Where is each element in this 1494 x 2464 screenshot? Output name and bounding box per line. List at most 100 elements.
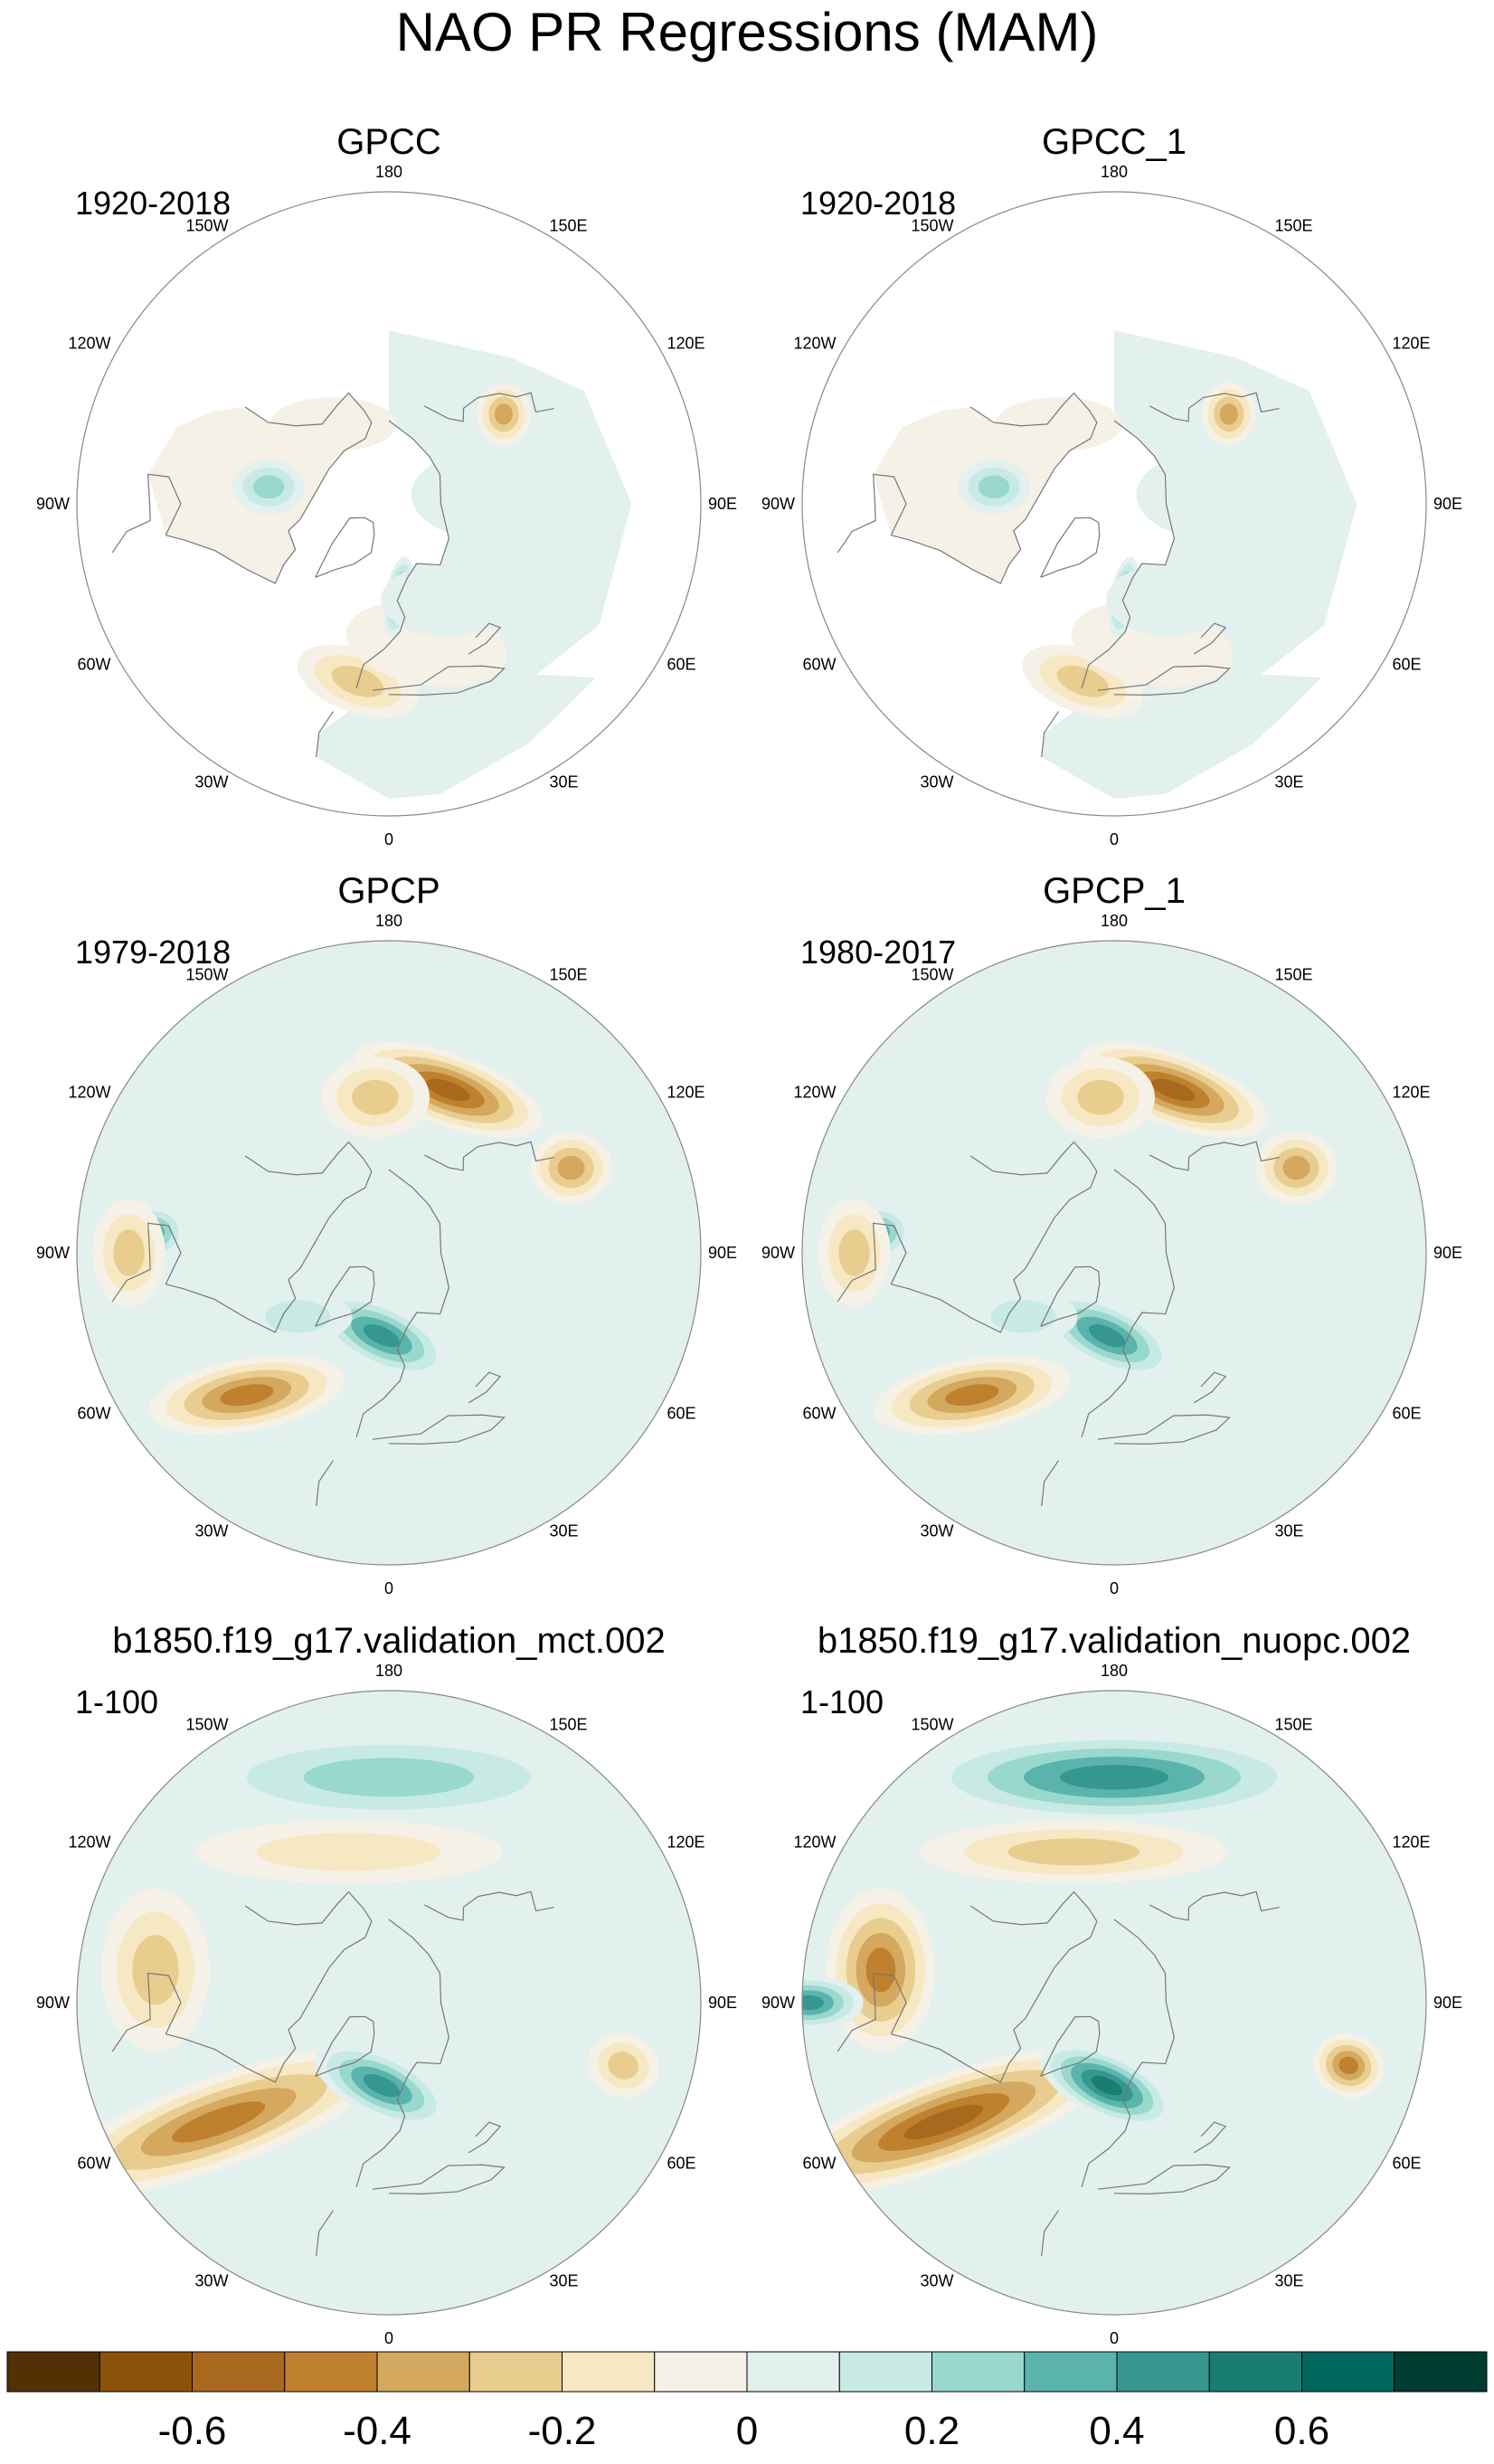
lon-label-30w: 30W <box>194 1521 228 1540</box>
panel-period: 1920-2018 <box>800 185 956 222</box>
contour-level <box>1282 1155 1310 1180</box>
coastline <box>1041 2210 1059 2257</box>
map-border <box>801 940 1427 1566</box>
lon-label-60e: 60E <box>1392 656 1421 674</box>
coastline <box>372 2164 506 2195</box>
lon-label-150e: 150E <box>550 966 588 984</box>
colorbar-box <box>376 2351 470 2393</box>
lon-label-120w: 120W <box>69 1084 111 1102</box>
region-north-pacific-band <box>194 1820 503 1884</box>
lon-label-30w: 30W <box>920 772 953 791</box>
coastline <box>969 1141 1098 1176</box>
lon-label-30e: 30E <box>550 1521 579 1540</box>
contour-level <box>1219 403 1238 425</box>
coastline <box>424 1141 554 1171</box>
region-mexico-gulf <box>818 1199 891 1307</box>
lon-label-0: 0 <box>1110 830 1119 848</box>
colorbar: -0.6 -0.4 -0.2 0 0.2 0.4 0.6 <box>6 2351 1488 2453</box>
coastline <box>969 1891 1098 1926</box>
region-subtropical-north-atlantic <box>874 1355 1071 1435</box>
region-labrador-sea <box>969 1289 1078 1344</box>
region-eastern-pacific-subtropics <box>100 1888 210 2052</box>
contour-level <box>1151 1078 1196 1102</box>
map-panel-b1850-f19-g17-validation-nuopc-002: b1850.f19_g17.validation_nuopc.002 1-100 1… <box>761 1621 1462 2347</box>
panel-period: 1-100 <box>800 1683 884 1720</box>
map-panel-gpcp: GPCP 1979-2018 180 150E 120E 90E 60E 30E 0 30W 60W… <box>36 871 737 1597</box>
contour-level <box>1077 1079 1124 1115</box>
lon-label-60w: 60W <box>803 1405 837 1423</box>
lon-label-90w: 90W <box>761 495 795 513</box>
contour-level <box>865 1948 896 1993</box>
coastline <box>1041 711 1059 758</box>
region-subtropical-north-atlantic <box>148 1355 345 1435</box>
panel-period: 1980-2017 <box>800 933 956 971</box>
colorbar-box <box>284 2351 378 2393</box>
panel-title: GPCP <box>337 871 440 911</box>
lon-label-150w: 150W <box>911 1716 953 1734</box>
lon-label-150e: 150E <box>1275 1716 1313 1734</box>
contour-level <box>608 2052 639 2080</box>
contour-level <box>1056 665 1110 697</box>
contour-level <box>269 397 397 452</box>
contour-level <box>265 1300 331 1333</box>
lon-label-90e: 90E <box>708 1244 737 1262</box>
contour-level <box>838 1229 870 1276</box>
coastline <box>111 1972 182 2052</box>
colorbar-box <box>654 2351 748 2393</box>
colorbar-box <box>1116 2351 1210 2393</box>
contour-level <box>557 1155 585 1180</box>
colorbar-box <box>1024 2351 1118 2393</box>
main-title: NAO PR Regressions (MAM) <box>396 2 1099 62</box>
lon-label-0: 0 <box>384 2329 393 2347</box>
coastline <box>165 1170 373 1333</box>
lon-label-150w: 150W <box>911 217 953 235</box>
lon-label-30e: 30E <box>1275 772 1304 791</box>
lon-label-60w: 60W <box>803 656 837 674</box>
coastline <box>891 422 1098 584</box>
coastline <box>165 1920 373 2083</box>
lon-label-60e: 60E <box>1392 2155 1421 2173</box>
coastline <box>837 1972 907 2052</box>
lon-label-90e: 90E <box>1433 1244 1462 1262</box>
map-field <box>802 192 1426 816</box>
coastline <box>1081 1169 1176 1438</box>
coastline <box>1097 2164 1231 2195</box>
region-northeast-asia <box>476 382 531 446</box>
contour-level <box>113 1229 145 1276</box>
lon-label-90w: 90W <box>36 1244 70 1262</box>
region-central-canada <box>958 460 1031 515</box>
colorbar-tick-label: 0.4 <box>1089 2409 1144 2453</box>
coastline <box>1149 1891 1280 1921</box>
lon-label-30w: 30W <box>194 772 228 791</box>
coastline <box>468 1371 502 1404</box>
region-east-asia <box>1255 1132 1338 1205</box>
contour-level <box>256 1833 441 1872</box>
map-field <box>77 1691 701 2315</box>
coastline <box>1193 2121 1227 2154</box>
panel-period: 1-100 <box>75 1683 158 1720</box>
contour-level <box>363 2074 401 2098</box>
contour-level <box>220 1384 274 1407</box>
region-bering-sea <box>1045 1057 1155 1139</box>
coastline <box>355 420 450 689</box>
map-border <box>76 1690 702 2316</box>
contour-level <box>303 1758 475 1797</box>
lon-label-30e: 30E <box>1275 2271 1304 2289</box>
region-eastern-pacific-subtropics <box>826 1888 935 2052</box>
coastline <box>891 1920 1098 2083</box>
region-northern-europe <box>381 564 508 637</box>
region-tropical-east-pacific <box>802 1976 864 2030</box>
lon-label-90e: 90E <box>708 1994 737 2012</box>
coastline <box>244 1891 373 1926</box>
coastline <box>1149 1141 1280 1171</box>
coastline <box>837 473 907 554</box>
coastline <box>1041 1460 1059 1507</box>
colorbar-box <box>99 2351 193 2393</box>
lon-label-120e: 120E <box>1392 1834 1430 1852</box>
coastline <box>111 1222 182 1303</box>
coastline <box>355 1169 450 1438</box>
contour-level <box>252 475 285 499</box>
panel-period: 1920-2018 <box>75 185 231 222</box>
panel-title: b1850.f19_g17.validation_nuopc.002 <box>818 1621 1411 1661</box>
coastline <box>1040 516 1101 578</box>
